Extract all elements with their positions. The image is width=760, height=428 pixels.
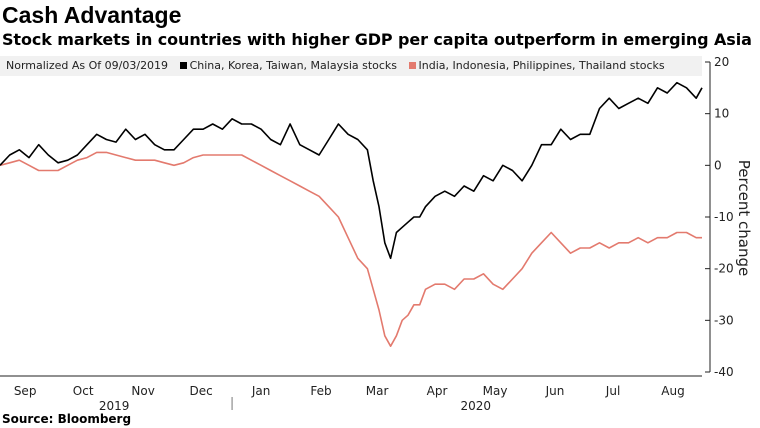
x-tick-label: Jul: [605, 384, 620, 398]
x-tick-label: Apr: [427, 384, 448, 398]
x-tick-label: Jan: [251, 384, 271, 398]
y-axis-title: Percent change: [735, 160, 753, 276]
x-axis: Sep Oct Nov Dec Jan Feb Mar Apr May Jun Jul Aug 2019…: [0, 375, 702, 413]
x-tick-label: Jun: [545, 384, 565, 398]
series-line-south-asia: [0, 151, 702, 347]
x-tick-label: Feb: [310, 384, 331, 398]
legend-label-north-asia: China, Korea, Taiwan, Malaysia stocks: [189, 59, 398, 72]
x-tick-label: Nov: [131, 384, 154, 398]
legend-swatch-north-asia: [179, 62, 187, 69]
legend-label-south-asia: India, Indonesia, Philippines, Thailand …: [418, 59, 665, 72]
chart-title: Cash Advantage: [2, 2, 182, 28]
y-tick-label: -20: [714, 262, 734, 276]
y-axis: 20 10 0 -10 -20 -30 -40: [705, 55, 734, 379]
x-tick-label: Sep: [14, 384, 37, 398]
y-tick-label: 0: [714, 158, 722, 172]
source-note: Source: Bloomberg: [2, 412, 132, 426]
x-tick-label: May: [483, 384, 508, 398]
x-tick-label: Dec: [190, 384, 213, 398]
year-label: 2019: [99, 399, 130, 413]
y-tick-label: 20: [714, 55, 729, 69]
series-line-north-asia: [0, 81, 703, 260]
series-layer: [0, 81, 703, 347]
legend-swatch-south-asia: [408, 62, 416, 69]
y-tick-label: -10: [714, 210, 734, 224]
normalization-note: Normalized As Of 09/03/2019: [6, 59, 169, 72]
y-tick-label: -40: [714, 365, 734, 379]
y-tick-label: 10: [714, 107, 729, 121]
legend-bar: Normalized As Of 09/03/2019 China, Korea…: [0, 56, 702, 76]
y-tick-label: -30: [714, 313, 734, 327]
x-tick-label: Aug: [661, 384, 684, 398]
x-tick-label: Mar: [366, 384, 389, 398]
chart-subtitle: Stock markets in countries with higher G…: [2, 30, 752, 49]
x-tick-label: Oct: [73, 384, 94, 398]
year-label: 2020: [460, 399, 491, 413]
